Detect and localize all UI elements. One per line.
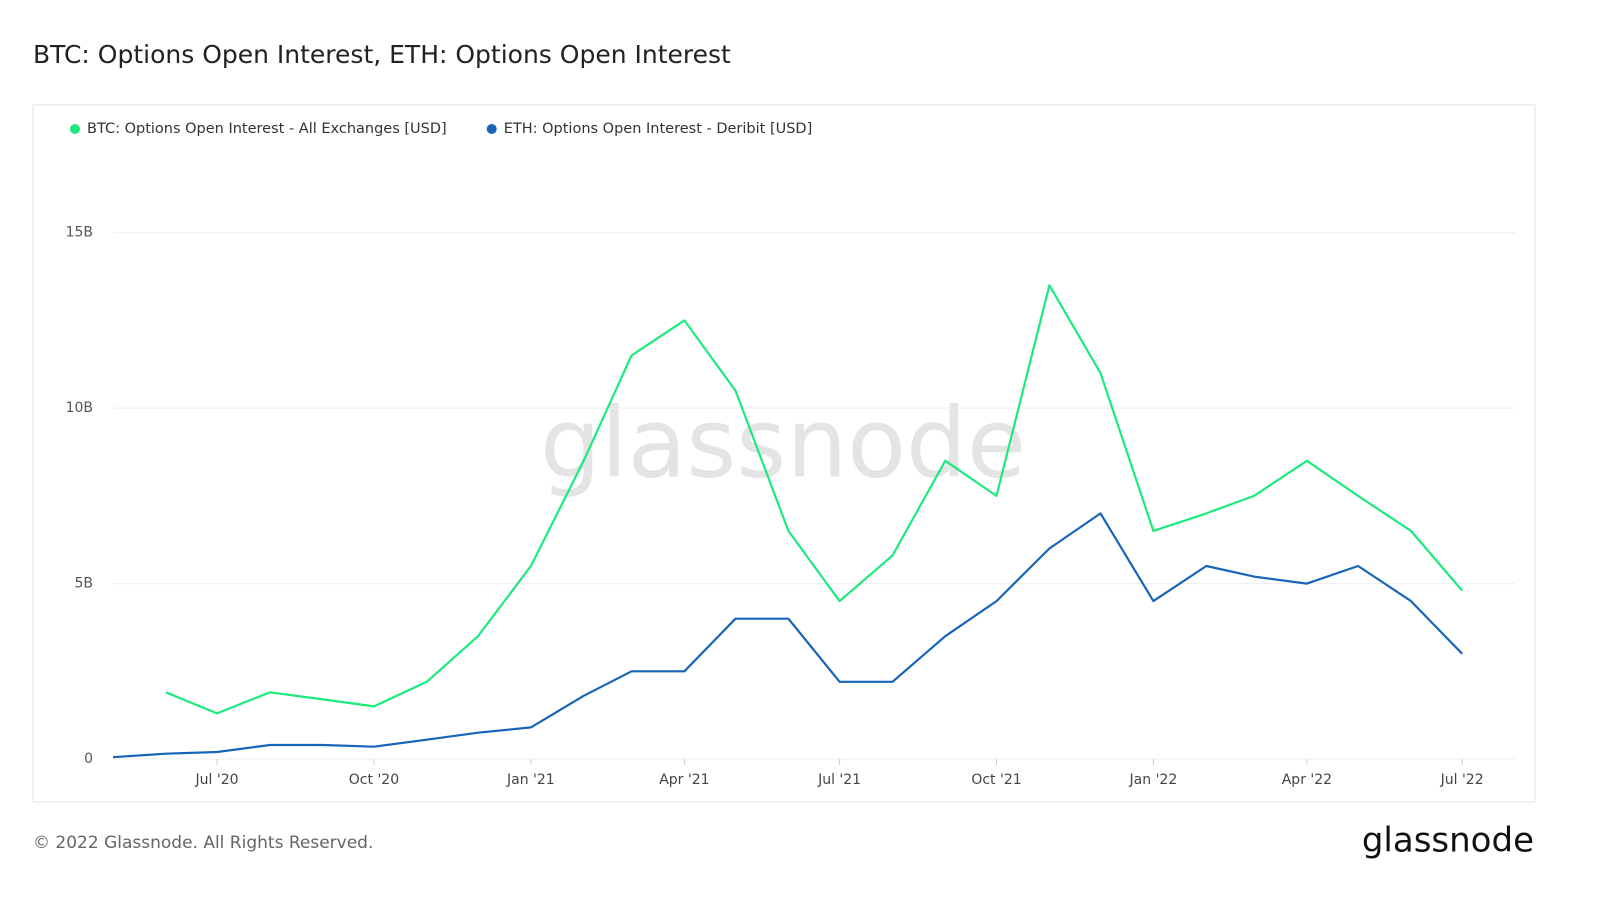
legend-marker <box>486 124 497 134</box>
x-tick-label: Jan '22 <box>1129 772 1178 788</box>
series-line <box>112 512 1463 759</box>
watermark: glassnode <box>540 387 1026 499</box>
x-tick-label: Oct '21 <box>971 772 1021 788</box>
x-tick-label: Jul '20 <box>195 772 239 788</box>
chart-title: BTC: Options Open Interest, ETH: Options… <box>33 40 731 69</box>
y-tick-label: 0 <box>84 751 93 767</box>
chart-frame <box>32 104 1536 803</box>
footer: © 2022 Glassnode. All Rights Reserved. <box>33 833 373 853</box>
x-tick-label: Jan '21 <box>506 772 555 788</box>
legend-label: ETH: Options Open Interest - Deribit [US… <box>504 121 813 137</box>
x-tick-label: Oct '20 <box>349 772 399 788</box>
x-tick-label: Jul '21 <box>817 772 861 788</box>
x-tick-label: Apr '22 <box>1282 772 1332 788</box>
brand: glassnode <box>1362 821 1534 861</box>
legend-marker <box>70 124 80 134</box>
y-tick-label: 5B <box>74 576 93 592</box>
y-tick-label: 10B <box>66 400 93 416</box>
x-tick-label: Jul '22 <box>1440 772 1484 788</box>
x-tick-label: Apr '21 <box>659 772 709 788</box>
legend-label: BTC: Options Open Interest - All Exchang… <box>87 121 447 137</box>
series-line <box>165 284 1463 715</box>
y-tick-label: 15B <box>66 225 93 241</box>
